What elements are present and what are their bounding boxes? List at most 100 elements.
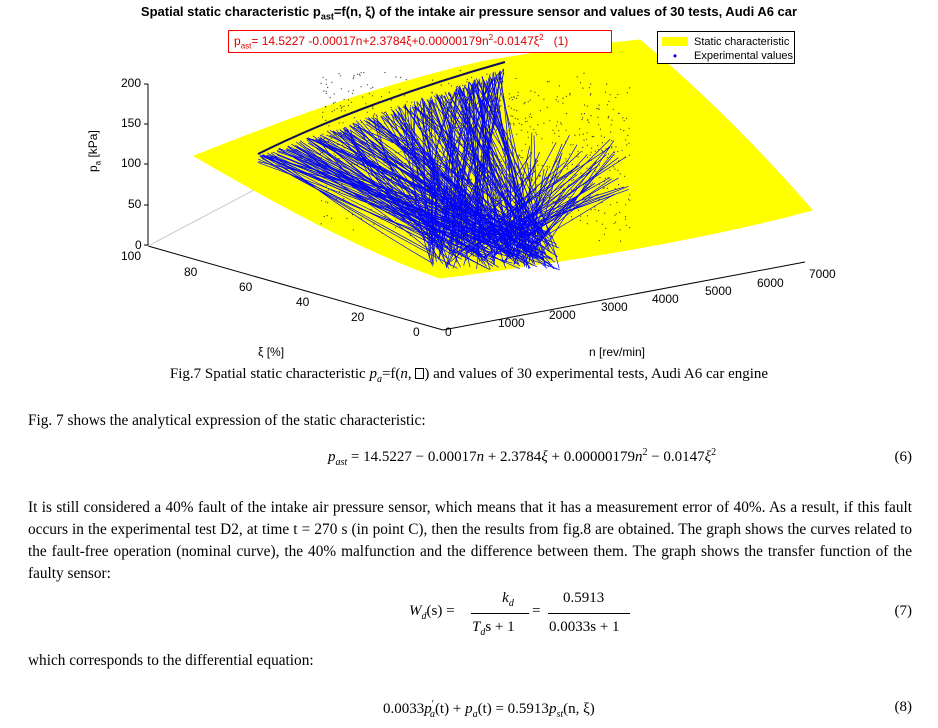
experimental-dot xyxy=(393,174,395,176)
experimental-trace xyxy=(517,195,591,256)
experimental-trace xyxy=(457,192,614,246)
experimental-dot xyxy=(451,175,453,178)
experimental-dot xyxy=(474,97,476,99)
z-tick-100: 100 xyxy=(121,156,142,170)
experimental-dot xyxy=(341,157,343,159)
experimental-dot xyxy=(362,96,364,98)
experimental-dot xyxy=(513,122,515,124)
experimental-dot xyxy=(397,210,399,212)
experimental-dot xyxy=(329,148,331,150)
n-tick-6000: 6000 xyxy=(757,276,784,290)
experimental-dot xyxy=(385,211,388,213)
experimental-dot xyxy=(340,88,342,90)
experimental-dot xyxy=(531,179,533,181)
experimental-trace xyxy=(463,71,501,266)
experimental-dot xyxy=(450,136,452,138)
experimental-dot xyxy=(621,149,623,151)
experimental-trace xyxy=(419,101,459,243)
experimental-trace xyxy=(450,83,473,255)
experimental-dot xyxy=(439,210,441,212)
experimental-dot xyxy=(487,137,489,139)
experimental-dot xyxy=(573,206,575,208)
experimental-dot xyxy=(479,213,481,215)
experimental-dot xyxy=(450,114,452,117)
experimental-dot xyxy=(589,154,591,156)
experimental-dot xyxy=(447,177,449,179)
experimental-dot xyxy=(445,164,447,166)
experimental-dot xyxy=(447,116,449,119)
experimental-dot xyxy=(547,221,549,223)
experimental-dot xyxy=(395,152,397,154)
experimental-dot xyxy=(590,159,592,161)
experimental-dot xyxy=(510,115,512,117)
experimental-dot xyxy=(547,81,549,83)
experimental-dot xyxy=(334,101,336,103)
experimental-trace xyxy=(449,147,611,254)
experimental-dot xyxy=(326,215,328,217)
experimental-dot xyxy=(604,212,606,214)
experimental-dot xyxy=(519,154,521,156)
experimental-dot xyxy=(343,105,345,107)
experimental-dot xyxy=(617,169,619,171)
experimental-dot xyxy=(601,150,604,152)
experimental-dot xyxy=(370,208,372,210)
experimental-dot xyxy=(595,160,597,162)
experimental-trace xyxy=(517,167,549,258)
experimental-dot xyxy=(530,152,532,154)
experimental-dot xyxy=(397,192,399,194)
experimental-dot xyxy=(617,93,619,96)
experimental-dot xyxy=(333,109,335,111)
experimental-dot xyxy=(381,218,383,220)
experimental-dot xyxy=(399,88,401,90)
experimental-dot xyxy=(614,187,616,190)
experimental-dot xyxy=(360,72,362,74)
experimental-dot xyxy=(598,108,600,110)
experimental-dot xyxy=(498,116,500,118)
experimental-dot xyxy=(576,155,578,157)
experimental-trace xyxy=(262,154,513,264)
experimental-dot xyxy=(483,190,485,192)
experimental-dot xyxy=(344,150,346,152)
figure-title: Spatial static characteristic past=f(n, … xyxy=(140,4,798,22)
experimental-dot xyxy=(373,200,376,202)
experimental-dot xyxy=(538,173,540,175)
experimental-dot xyxy=(560,122,562,124)
experimental-dot xyxy=(342,144,344,146)
experimental-dot xyxy=(608,100,610,102)
experimental-dot xyxy=(626,92,629,94)
experimental-dot xyxy=(610,204,612,206)
experimental-dot xyxy=(375,205,377,207)
missing-glyph-icon xyxy=(415,368,425,379)
experimental-trace xyxy=(454,186,625,240)
experimental-dot xyxy=(569,171,571,173)
experimental-dot xyxy=(403,201,405,203)
experimental-dot xyxy=(623,130,625,132)
experimental-dot xyxy=(453,122,455,124)
experimental-dot xyxy=(436,199,438,201)
experimental-dot xyxy=(450,98,452,100)
experimental-dot xyxy=(431,124,433,126)
experimental-dot xyxy=(590,115,592,117)
experimental-dot xyxy=(520,177,522,179)
experimental-dot xyxy=(341,106,343,108)
experimental-dot xyxy=(406,126,408,128)
experimental-dot xyxy=(469,236,471,238)
experimental-dot xyxy=(582,146,584,149)
experimental-dot xyxy=(347,171,349,173)
experimental-dot xyxy=(599,128,602,130)
experimental-trace xyxy=(491,152,541,261)
experimental-trace xyxy=(523,183,570,251)
experimental-dot xyxy=(394,219,396,221)
experimental-dot xyxy=(469,180,471,182)
experimental-dot xyxy=(607,177,609,179)
experimental-trace xyxy=(475,78,528,258)
experimental-trace xyxy=(490,177,611,245)
experimental-dot xyxy=(322,171,324,173)
experimental-trace xyxy=(371,117,492,244)
experimental-dot xyxy=(581,113,583,115)
n-tick-3000: 3000 xyxy=(601,300,628,314)
experimental-dot xyxy=(413,143,415,145)
experimental-dot xyxy=(325,185,328,187)
experimental-trace xyxy=(428,88,458,262)
xi-tick-0: 0 xyxy=(413,325,420,339)
